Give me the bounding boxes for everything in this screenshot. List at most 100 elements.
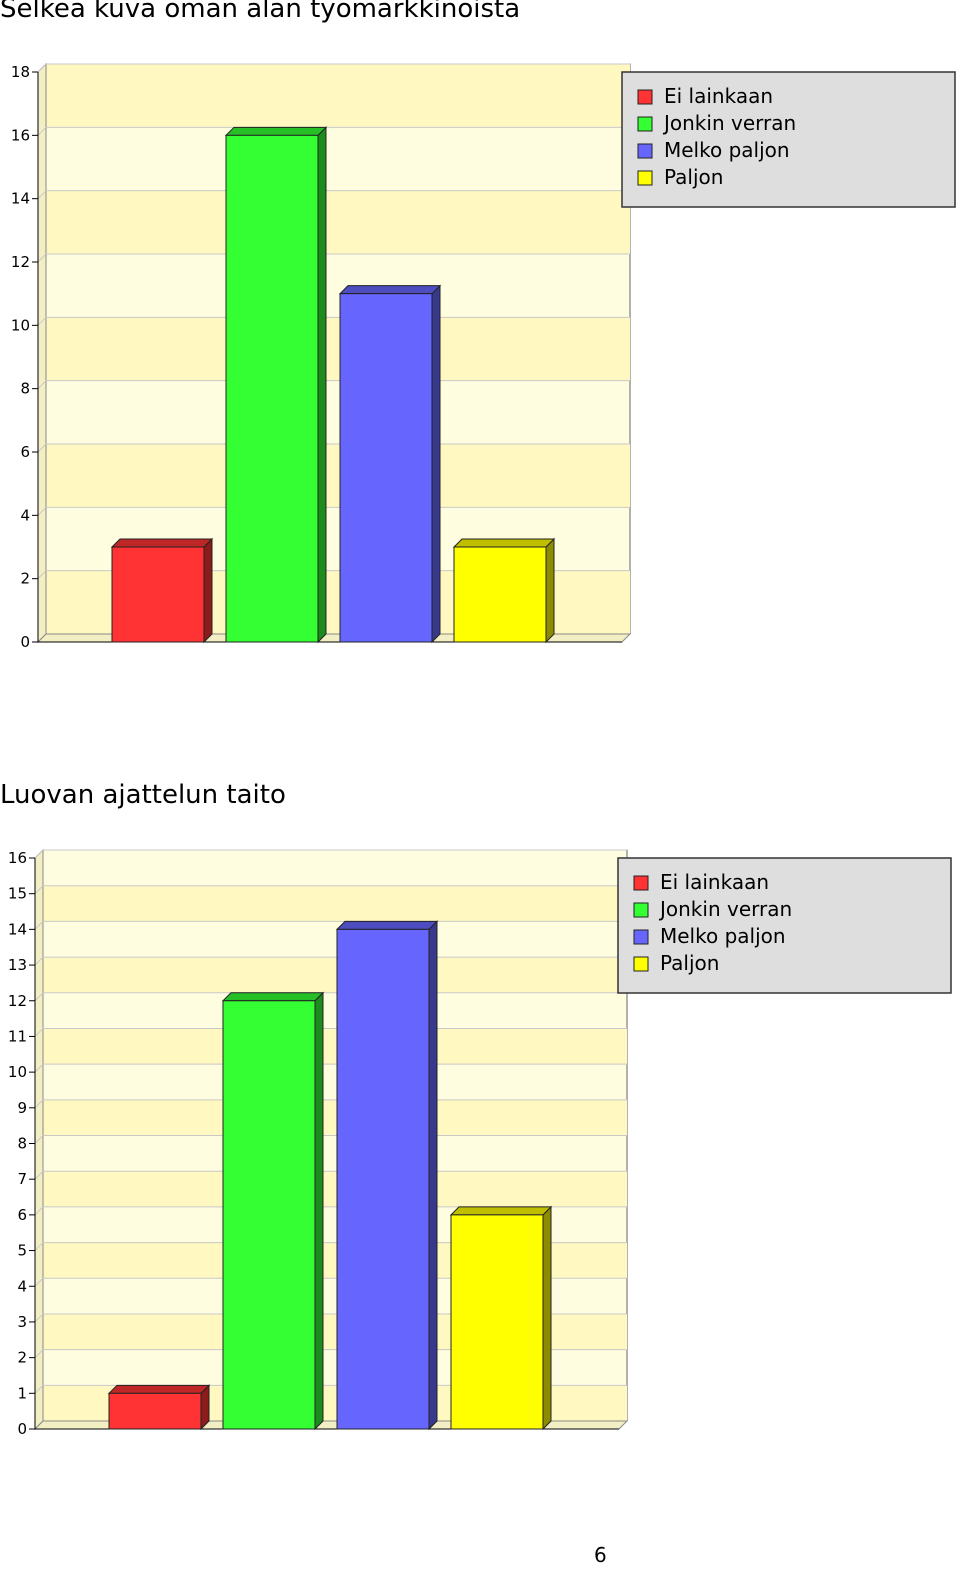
- bar: [335, 920, 439, 1431]
- gridline-wall: [34, 1313, 44, 1323]
- plot-band: [46, 444, 630, 508]
- y-tick-label: 9: [17, 1099, 27, 1117]
- bar-top: [449, 1206, 553, 1216]
- gridline-wall: [34, 1242, 44, 1251]
- bar-front: [108, 1392, 202, 1430]
- legend-label: Jonkin verran: [662, 111, 796, 135]
- bar-top: [107, 1384, 211, 1394]
- legend-swatch: [633, 902, 649, 918]
- bar-top: [221, 992, 325, 1002]
- y-tick-label: 6: [20, 443, 30, 461]
- bar-side: [317, 126, 327, 644]
- legend-swatch: [637, 170, 653, 186]
- y-tick-label: 2: [17, 1349, 27, 1367]
- bar-front: [336, 928, 430, 1430]
- bar-side: [428, 920, 438, 1431]
- bar-front: [111, 546, 205, 643]
- y-tick-label: 7: [17, 1170, 27, 1188]
- gridline-wall: [34, 992, 44, 1002]
- chart-2-title: Luovan ajattelun taito: [0, 780, 286, 810]
- legend-label: Ei lainkaan: [660, 870, 769, 894]
- bar-top: [452, 538, 556, 548]
- gridline-wall: [34, 1028, 44, 1037]
- legend: Ei lainkaan Jonkin verran Melko paljon Palj…: [617, 857, 952, 994]
- y-tick-label: 8: [20, 380, 30, 398]
- plot-band: [43, 885, 627, 922]
- y-tick-label: 4: [17, 1277, 27, 1295]
- gridline-wall: [34, 1277, 44, 1287]
- bar-front: [222, 1000, 316, 1430]
- y-tick-label: 11: [8, 1027, 27, 1045]
- plot-band: [43, 1099, 627, 1136]
- y-tick-label: 15: [8, 885, 27, 903]
- bar: [452, 537, 556, 644]
- plot-band: [43, 1028, 627, 1065]
- y-tick-label: 8: [17, 1135, 27, 1153]
- bar-front: [225, 134, 319, 643]
- bar: [338, 284, 442, 644]
- gridline-wall: [34, 1063, 44, 1073]
- bar: [221, 991, 325, 1431]
- y-tick-label: 2: [20, 570, 30, 588]
- plot-band: [46, 64, 630, 128]
- y-tick-label: 4: [20, 506, 30, 524]
- bar: [107, 1384, 211, 1431]
- gridline-wall: [34, 1349, 44, 1358]
- legend-box: [621, 71, 956, 208]
- gridline-wall: [37, 253, 47, 263]
- gridline-wall: [37, 190, 47, 200]
- gridline-wall: [37, 316, 47, 326]
- bar: [110, 537, 214, 644]
- bar-top: [335, 920, 439, 930]
- legend-swatch: [637, 89, 653, 105]
- legend-swatch: [633, 875, 649, 891]
- y-tick-label: 0: [20, 633, 30, 651]
- gridline-wall: [37, 443, 47, 453]
- y-tick-label: 0: [17, 1420, 27, 1438]
- bar-side: [542, 1205, 552, 1431]
- y-tick-label: 10: [8, 1063, 27, 1081]
- bar-front: [450, 1214, 544, 1430]
- gridline-wall: [34, 921, 44, 930]
- y-tick-label: 5: [17, 1242, 27, 1260]
- bar-top: [110, 538, 214, 548]
- bar-side: [203, 537, 213, 644]
- bar-top: [338, 285, 442, 295]
- gridline-wall: [34, 1384, 44, 1394]
- plot-band: [43, 1171, 627, 1207]
- bar-front: [453, 546, 547, 643]
- y-tick-label: 1: [17, 1384, 27, 1402]
- gridline-wall: [37, 126, 47, 136]
- bar-side: [314, 991, 324, 1431]
- y-tick-label: 16: [11, 126, 30, 144]
- gridline-wall: [34, 885, 44, 895]
- bar-side: [431, 284, 441, 644]
- plot-band: [43, 957, 627, 993]
- legend-label: Jonkin verran: [658, 897, 792, 921]
- gridline-wall: [37, 380, 47, 390]
- legend-swatch: [637, 143, 653, 159]
- plot-band: [46, 190, 630, 254]
- legend-label: Melko paljon: [660, 924, 786, 948]
- legend-swatch: [633, 929, 649, 945]
- gridline-wall: [34, 849, 44, 859]
- gridline-wall: [34, 956, 44, 966]
- y-tick-label: 13: [8, 956, 27, 974]
- page-number: 6: [594, 1543, 607, 1567]
- plot-left-wall: [37, 62, 47, 644]
- gridline-wall: [37, 63, 47, 73]
- legend-swatch: [637, 116, 653, 132]
- bar-top: [224, 126, 328, 136]
- y-tick-label: 16: [8, 849, 27, 867]
- legend-label: Paljon: [660, 951, 719, 975]
- gridline-wall: [34, 1170, 44, 1180]
- chart-1: 0 2 4 6 8 10 12 14 16 18 Ei lainkaan Jonkin verran M…: [11, 62, 956, 651]
- bar: [224, 126, 328, 644]
- bar-side: [545, 537, 555, 644]
- plot-band: [46, 317, 630, 381]
- legend-label: Paljon: [664, 165, 723, 189]
- gridline-wall: [37, 570, 47, 580]
- y-tick-label: 18: [11, 63, 30, 81]
- y-tick-label: 10: [11, 316, 30, 334]
